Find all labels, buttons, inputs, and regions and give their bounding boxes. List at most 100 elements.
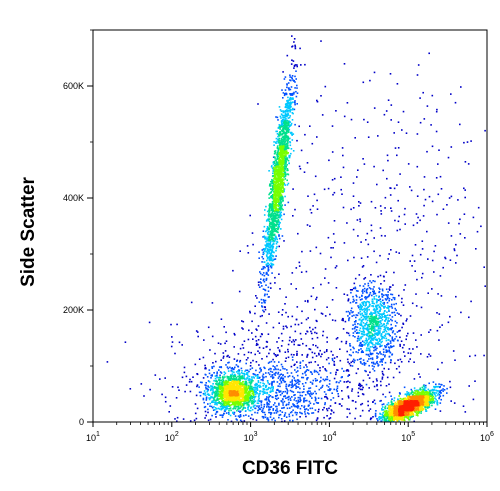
data-point — [249, 417, 252, 420]
data-point — [290, 148, 293, 150]
data-point — [270, 266, 273, 269]
data-point — [398, 330, 400, 332]
data-point — [280, 332, 283, 335]
data-point — [361, 393, 364, 395]
data-point — [368, 319, 371, 322]
data-point — [416, 195, 419, 197]
data-point — [361, 305, 363, 308]
data-point — [277, 164, 280, 166]
data-point — [362, 304, 365, 306]
data-point — [271, 228, 273, 231]
data-point — [307, 299, 309, 302]
data-point — [286, 128, 289, 130]
data-point — [421, 276, 423, 279]
data-point — [434, 397, 436, 399]
data-point — [371, 322, 374, 325]
data-point — [255, 361, 258, 363]
data-point — [434, 408, 437, 410]
data-point — [214, 377, 217, 380]
data-point — [286, 158, 288, 161]
data-point — [214, 401, 216, 404]
data-point — [258, 364, 260, 366]
data-point — [280, 120, 283, 122]
data-point — [309, 348, 312, 351]
data-point — [272, 222, 275, 225]
data-point — [306, 330, 309, 333]
data-point — [288, 401, 290, 404]
data-point — [233, 379, 236, 381]
data-point — [366, 334, 368, 336]
data-point — [304, 411, 306, 413]
data-point — [232, 378, 234, 380]
data-point — [296, 402, 299, 405]
data-point — [267, 290, 270, 292]
data-point — [270, 262, 272, 265]
data-point — [273, 226, 276, 228]
data-point — [225, 402, 227, 404]
data-point — [365, 353, 368, 356]
data-point — [272, 387, 274, 390]
data-point — [268, 373, 271, 376]
data-point — [401, 326, 403, 329]
data-point — [288, 162, 290, 164]
data-point — [283, 126, 285, 129]
data-point — [376, 339, 378, 342]
data-point — [289, 93, 292, 96]
data-point — [276, 408, 278, 410]
data-point — [343, 370, 345, 372]
data-point — [294, 46, 297, 48]
data-point — [384, 396, 387, 398]
data-point — [285, 106, 288, 109]
data-point — [359, 327, 362, 330]
data-point — [378, 343, 380, 345]
data-point — [306, 162, 309, 164]
data-point — [295, 318, 298, 321]
data-point — [194, 363, 197, 366]
data-point — [377, 353, 380, 355]
data-point — [400, 301, 403, 304]
data-point — [347, 332, 350, 335]
data-point — [236, 409, 238, 412]
data-point — [216, 410, 218, 413]
data-point — [301, 391, 304, 394]
data-point — [383, 367, 385, 370]
data-point — [234, 334, 236, 336]
data-point — [295, 288, 297, 290]
data-point — [381, 316, 383, 319]
data-point — [397, 199, 399, 202]
data-point — [328, 383, 331, 385]
data-point — [275, 368, 277, 371]
data-point — [402, 304, 405, 306]
data-point — [360, 333, 363, 335]
data-point — [384, 329, 387, 331]
data-point — [269, 416, 272, 418]
data-point — [212, 392, 214, 394]
data-point — [251, 320, 253, 323]
data-point — [282, 374, 284, 377]
data-point — [267, 382, 269, 384]
data-point — [266, 259, 268, 262]
data-point — [140, 383, 143, 385]
data-point — [215, 387, 217, 389]
data-point — [286, 392, 288, 395]
data-point — [285, 162, 287, 164]
data-point — [383, 351, 385, 353]
data-point — [273, 224, 275, 227]
data-point — [228, 410, 230, 412]
data-point — [355, 302, 357, 304]
data-point — [281, 191, 284, 194]
data-point — [391, 293, 394, 296]
data-point — [285, 385, 287, 388]
data-point — [215, 402, 218, 405]
data-point — [271, 246, 274, 248]
data-point — [418, 373, 420, 375]
data-point — [203, 393, 205, 396]
data-point — [398, 420, 400, 422]
data-point — [290, 79, 292, 82]
data-point — [266, 417, 269, 419]
data-point — [394, 219, 396, 222]
data-point — [296, 87, 298, 89]
data-point — [354, 287, 357, 290]
data-point — [271, 263, 274, 265]
data-point — [242, 328, 244, 330]
